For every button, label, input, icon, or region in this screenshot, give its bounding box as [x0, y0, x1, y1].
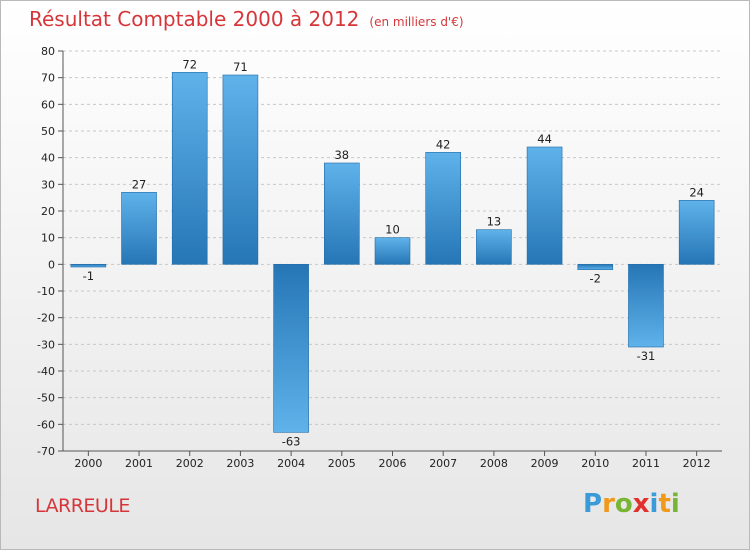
- y-tick-label: 20: [41, 205, 55, 218]
- y-tick-label: 70: [41, 72, 55, 85]
- value-label-2004: -63: [282, 434, 301, 448]
- bar-2003: [222, 74, 259, 265]
- proxiti-logo: Proxiti: [583, 489, 680, 519]
- value-label-2011: -31: [637, 349, 656, 363]
- y-tick-label: 10: [41, 232, 55, 245]
- x-tick-label-2004: 2004: [277, 457, 305, 470]
- x-tick-label-2009: 2009: [531, 457, 559, 470]
- y-tick-label: 80: [41, 45, 55, 58]
- x-tick-label-2011: 2011: [632, 457, 660, 470]
- chart-subtitle: (en milliers d'€): [369, 15, 464, 29]
- y-tick-label: -20: [37, 312, 55, 325]
- commune-name: LARREULE: [35, 495, 130, 517]
- value-label-2009: 44: [537, 132, 552, 146]
- y-tick-label: -30: [37, 338, 55, 351]
- value-labels: -1 27 72 71 -63 38 10 42 13 44 -2 -31 24: [83, 57, 704, 448]
- logo-letter: t: [658, 489, 671, 519]
- bar-2002: [171, 72, 208, 265]
- x-tick-label-2008: 2008: [480, 457, 508, 470]
- x-tick-label-2010: 2010: [581, 457, 609, 470]
- x-tick-label-2006: 2006: [379, 457, 407, 470]
- x-tick-label-2005: 2005: [328, 457, 356, 470]
- bar-2004: [273, 264, 309, 433]
- x-tick-label-2001: 2001: [125, 457, 153, 470]
- logo-letter: i: [670, 489, 680, 519]
- y-tick-label: 50: [41, 125, 55, 138]
- value-label-2008: 13: [487, 215, 502, 229]
- y-tick-label: -10: [37, 285, 55, 298]
- value-label-2010: -2: [590, 272, 601, 286]
- value-label-2007: 42: [436, 137, 451, 151]
- value-label-2002: 72: [182, 57, 197, 71]
- axes: 80706050403020100-10-20-30-40-50-60-7020…: [37, 45, 722, 470]
- y-tick-label: 40: [41, 152, 55, 165]
- bar-2011: [628, 264, 664, 348]
- bar-2010: [577, 264, 614, 270]
- bar-2006: [374, 237, 411, 265]
- value-label-2000: -1: [83, 269, 94, 283]
- y-tick-label: 0: [48, 258, 55, 271]
- value-label-2001: 27: [132, 177, 147, 191]
- logo-letter: o: [614, 489, 633, 519]
- logo-letter: r: [602, 489, 615, 519]
- bar-2008: [476, 229, 512, 265]
- logo-letter: i: [649, 489, 659, 519]
- value-label-2003: 71: [233, 60, 248, 74]
- bar-2005: [324, 162, 360, 265]
- value-label-2005: 38: [334, 148, 349, 162]
- bar-2007: [425, 152, 461, 265]
- bars: [70, 72, 715, 433]
- bar-2000: [70, 264, 107, 268]
- title-text: Résultat Comptable 2000 à 2012: [29, 7, 360, 31]
- bar-2009: [526, 146, 563, 265]
- value-label-2006: 10: [385, 223, 400, 237]
- x-tick-label-2012: 2012: [683, 457, 711, 470]
- y-tick-label: -50: [37, 392, 55, 405]
- y-tick-label: 60: [41, 98, 55, 111]
- x-tick-label-2003: 2003: [226, 457, 254, 470]
- y-tick-label: -40: [37, 365, 55, 378]
- value-label-2012: 24: [689, 185, 704, 199]
- logo-letter: x: [632, 489, 650, 519]
- x-tick-label-2000: 2000: [74, 457, 102, 470]
- x-tick-label-2007: 2007: [429, 457, 457, 470]
- y-tick-label: 30: [41, 178, 55, 191]
- logo-letter: P: [583, 489, 603, 519]
- bar-2001: [121, 192, 157, 265]
- x-tick-label-2002: 2002: [176, 457, 204, 470]
- y-tick-label: -70: [37, 445, 55, 458]
- bar-2012: [678, 200, 715, 265]
- chart-title: Résultat Comptable 2000 à 2012 (en millie…: [29, 7, 464, 31]
- y-tick-label: -60: [37, 418, 55, 431]
